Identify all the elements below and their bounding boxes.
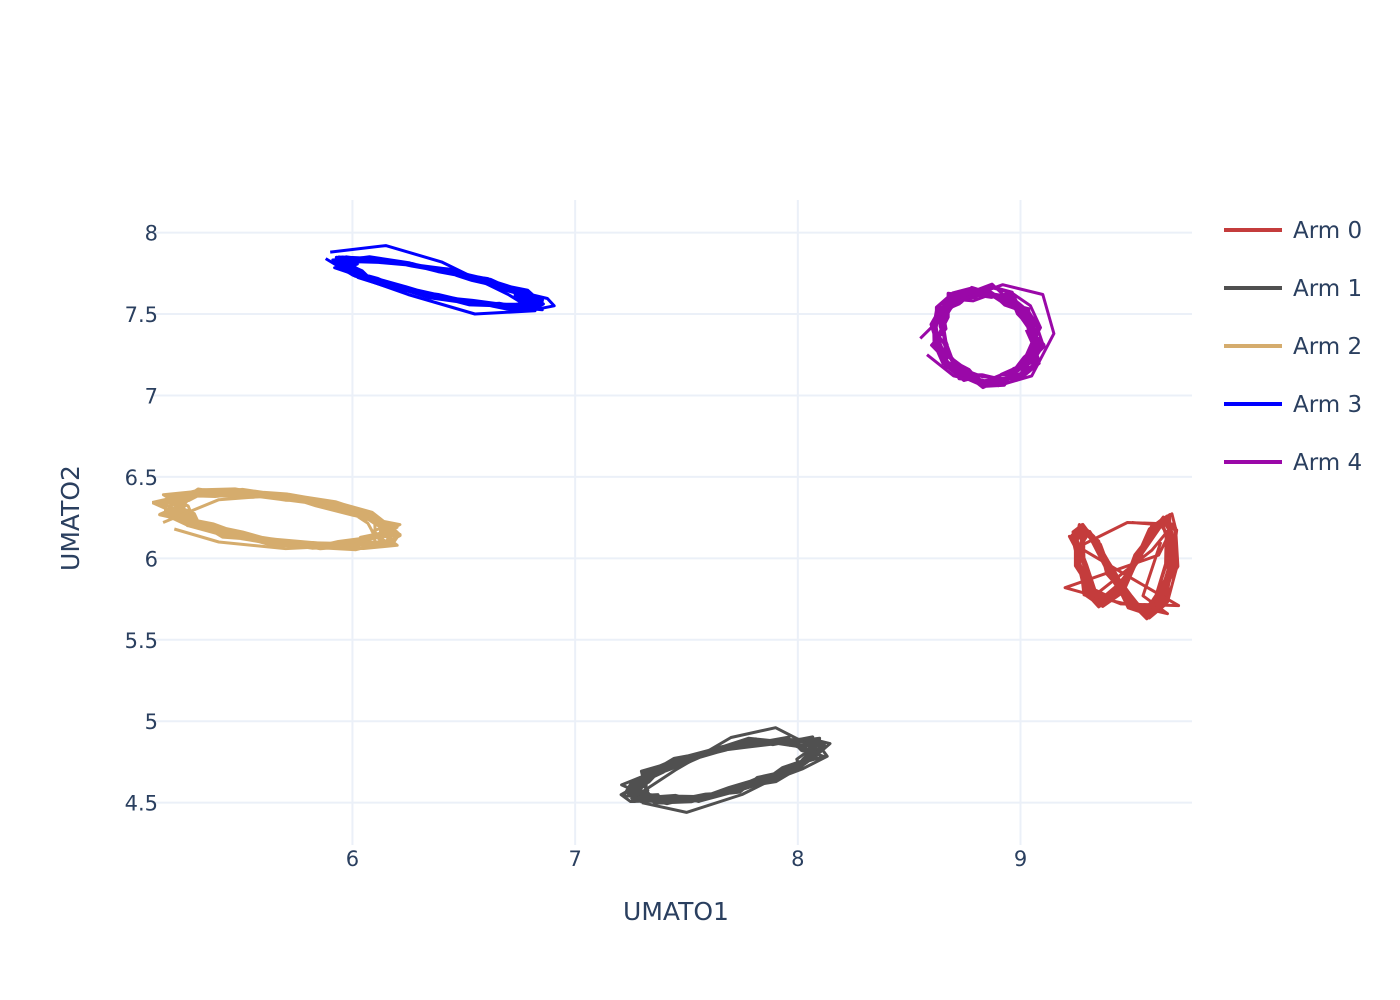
y-tick-label: 6 [145,547,158,571]
legend-label: Arm 2 [1293,334,1362,360]
legend-label: Arm 3 [1293,392,1362,418]
legend-item-arm-3[interactable]: Arm 3 [1224,392,1362,418]
series-line-arm-3 [331,255,556,312]
legend-item-arm-4[interactable]: Arm 4 [1224,450,1362,476]
series-outline-arm-4 [919,283,1056,388]
grid [152,200,1192,845]
y-tick-label: 5.5 [125,629,158,653]
y-tick-label: 5 [145,710,158,734]
series-outline-arm-3 [324,244,537,316]
legend-item-arm-1[interactable]: Arm 1 [1224,276,1362,302]
series-line-arm-4 [929,282,1046,390]
x-axis: 6 7 8 9 [346,847,1027,871]
legend: Arm 0 Arm 1 Arm 2 Arm 3 Arm 4 [1224,218,1362,476]
legend-item-arm-0[interactable]: Arm 0 [1224,218,1362,244]
legend-label: Arm 4 [1293,450,1362,476]
y-tick-label: 7.5 [125,303,158,327]
series-outline-arm-1 [629,726,822,814]
plot-area [152,244,1181,814]
series-line-arm-1 [619,735,832,806]
x-tick-label: 7 [568,847,581,871]
y-axis-title: UMATO2 [56,465,85,571]
x-tick-label: 9 [1014,847,1027,871]
x-axis-title: UMATO1 [623,897,729,926]
series-outline-arm-0 [1063,521,1181,616]
legend-label: Arm 1 [1293,276,1362,302]
legend-label: Arm 0 [1293,218,1362,244]
series-outline-arm-2 [162,493,399,551]
y-tick-label: 6.5 [125,466,158,490]
y-tick-label: 8 [145,222,158,246]
y-tick-label: 4.5 [125,792,158,816]
legend-item-arm-2[interactable]: Arm 2 [1224,334,1362,360]
y-axis: 8 7.5 7 6.5 6 5.5 5 4.5 [125,222,158,816]
x-tick-label: 6 [346,847,359,871]
x-tick-label: 8 [791,847,804,871]
y-tick-label: 7 [145,384,158,408]
